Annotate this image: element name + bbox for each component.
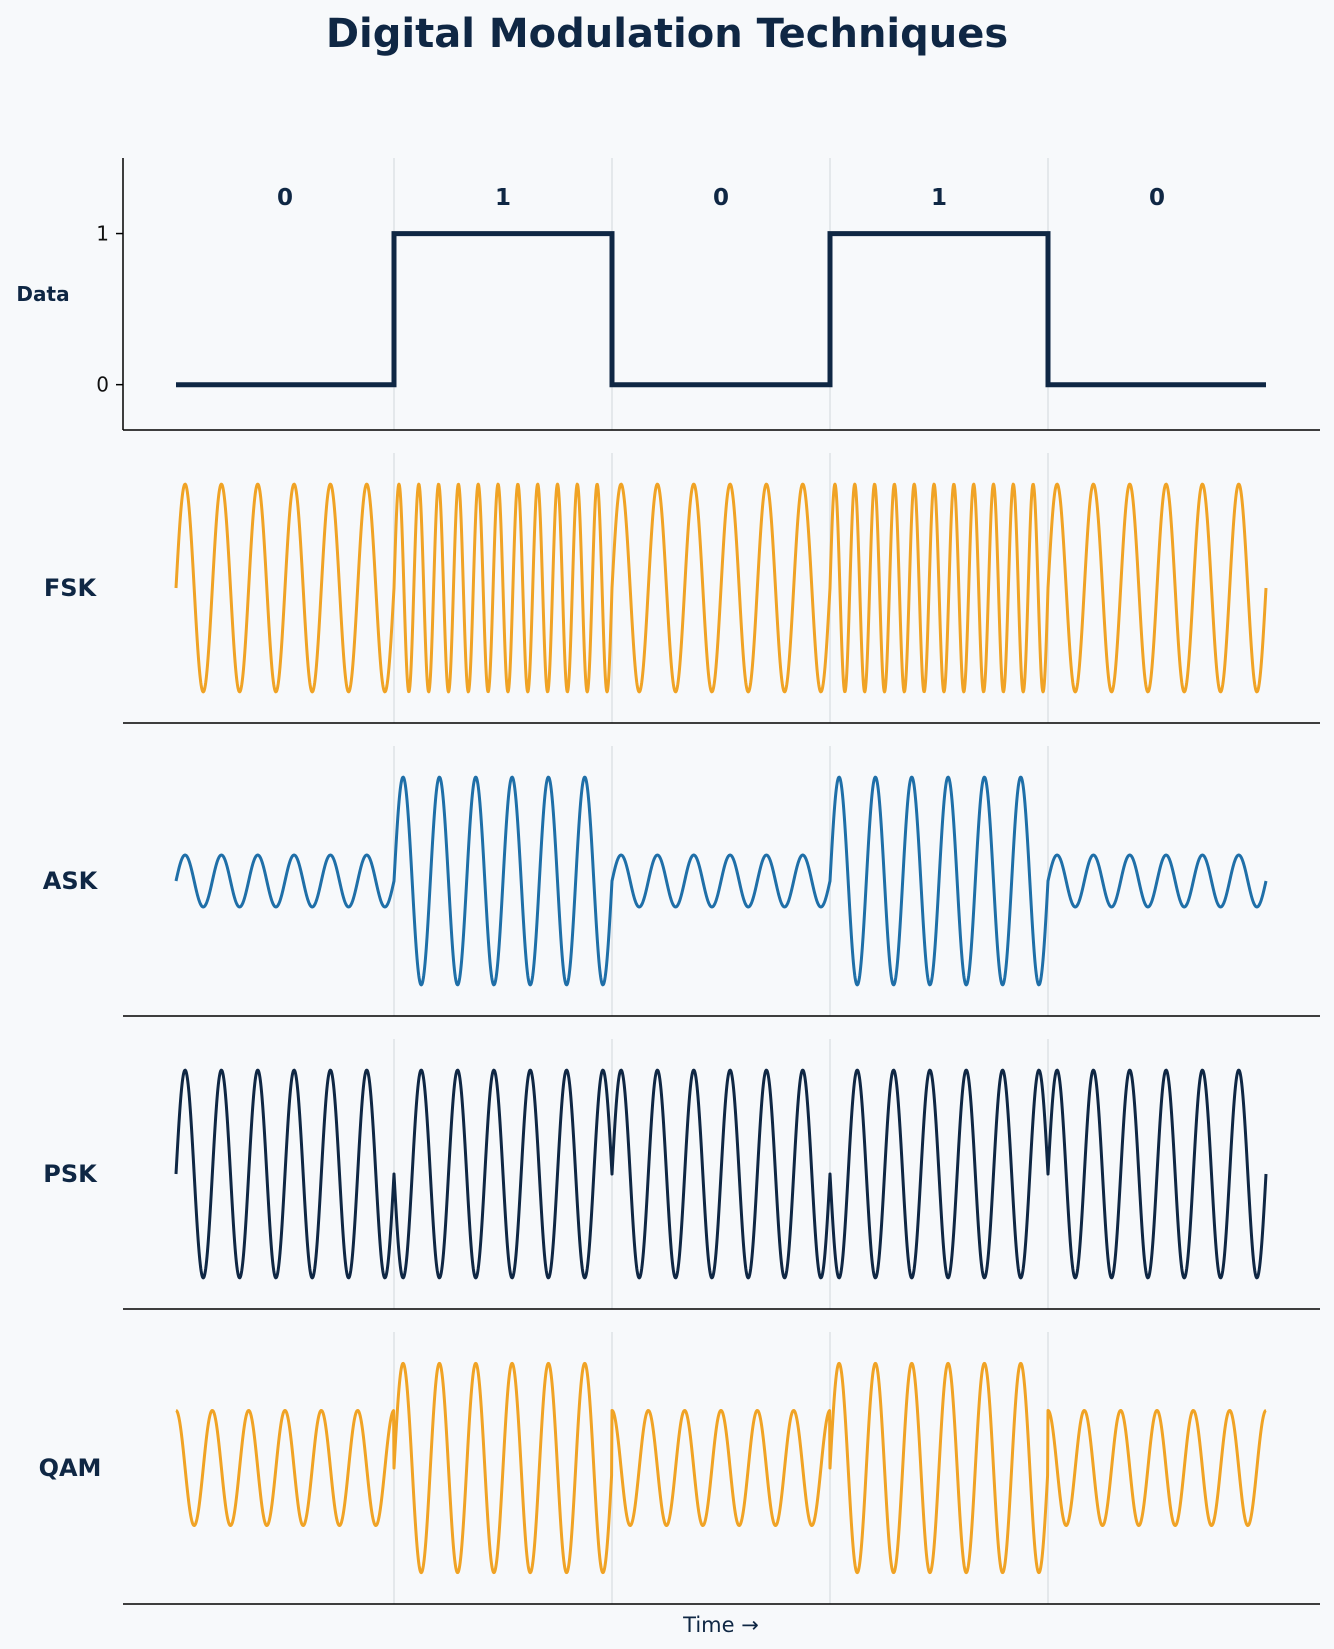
waveform-psk bbox=[174, 1068, 1268, 1280]
panel-label-data: Data bbox=[16, 282, 69, 306]
waveform-qam bbox=[174, 1361, 1268, 1575]
bit-label: 1 bbox=[931, 185, 947, 211]
bit-label: 0 bbox=[713, 185, 729, 211]
bit-label: 0 bbox=[277, 185, 293, 211]
x-axis-label: Time → bbox=[682, 1613, 759, 1637]
panel-label-fsk: FSK bbox=[44, 574, 98, 602]
panels-group: Data 0 1 0 1 0 1 0 FSK ASK PSK QAM bbox=[16, 158, 1320, 1605]
chart-title: Digital Modulation Techniques bbox=[326, 11, 1008, 57]
panel-qam: QAM bbox=[39, 1332, 1320, 1605]
y-tick-label: 1 bbox=[96, 222, 109, 246]
data-square-wave bbox=[176, 231, 1266, 388]
bit-label: 0 bbox=[1149, 185, 1165, 211]
panel-fsk: FSK bbox=[44, 453, 1320, 724]
bit-label: 1 bbox=[495, 185, 511, 211]
panel-label-qam: QAM bbox=[39, 1454, 102, 1482]
panel-label-ask: ASK bbox=[43, 867, 99, 895]
waveform-ask bbox=[174, 775, 1268, 987]
panel-ask: ASK bbox=[43, 746, 1320, 1017]
waveform-fsk bbox=[174, 482, 1268, 694]
panel-data: Data 0 1 0 1 0 1 0 bbox=[16, 158, 1320, 431]
y-tick-label: 0 bbox=[96, 373, 109, 397]
panel-psk: PSK bbox=[43, 1039, 1320, 1310]
panel-label-psk: PSK bbox=[43, 1160, 98, 1188]
